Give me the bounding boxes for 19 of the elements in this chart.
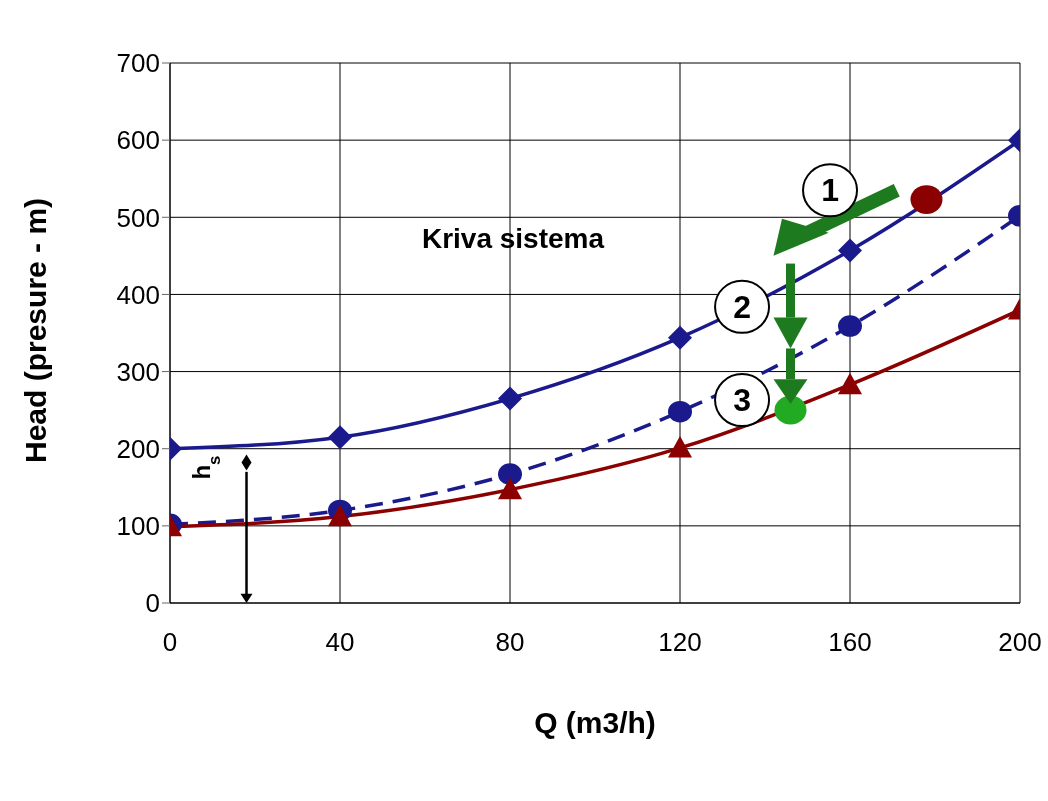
annotation: 1 bbox=[821, 172, 839, 209]
y-tick-label: 600 bbox=[116, 125, 160, 156]
x-axis-title: Q (m3/h) bbox=[534, 706, 656, 739]
x-tick-label: 160 bbox=[828, 627, 872, 658]
y-axis-title: Head (presure - m) bbox=[18, 197, 52, 463]
x-tick-label: 200 bbox=[998, 627, 1042, 658]
y-tick-label: 100 bbox=[116, 511, 160, 542]
annotation: 3 bbox=[733, 382, 751, 419]
y-tick-label: 300 bbox=[116, 356, 160, 387]
y-tick-label: 200 bbox=[116, 433, 160, 464]
x-tick-label: 40 bbox=[325, 627, 355, 658]
y-tick-label: 700 bbox=[116, 48, 160, 79]
y-tick-label: 400 bbox=[116, 279, 160, 310]
y-tick-label: 0 bbox=[145, 588, 160, 619]
x-tick-label: 80 bbox=[495, 627, 525, 658]
x-tick-label: 120 bbox=[658, 627, 702, 658]
y-tick-label: 500 bbox=[116, 202, 160, 233]
annotation: 2 bbox=[733, 288, 751, 325]
annotation: Kriva sistema bbox=[421, 223, 605, 255]
